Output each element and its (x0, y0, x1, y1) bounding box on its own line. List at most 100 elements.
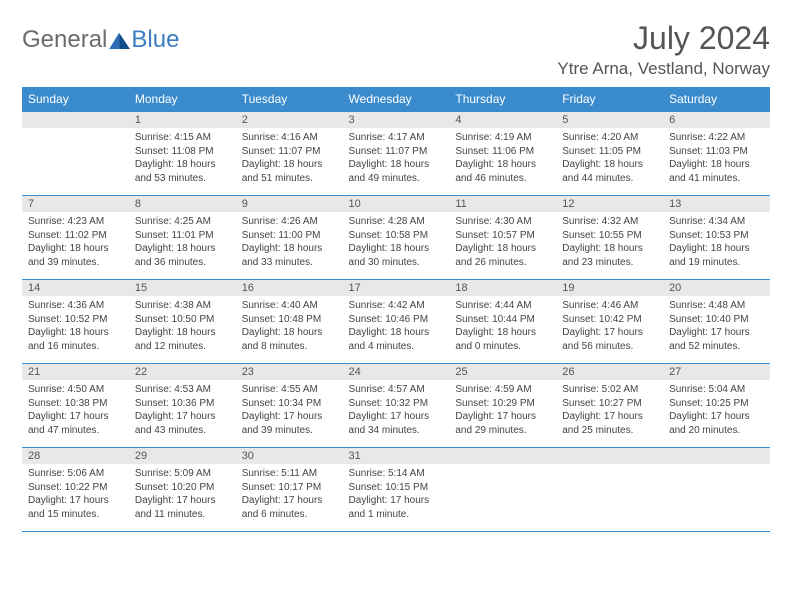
calendar-day-cell: 31Sunrise: 5:14 AMSunset: 10:15 PMDaylig… (343, 448, 450, 532)
day-details: Sunrise: 4:40 AMSunset: 10:48 PMDaylight… (236, 296, 343, 357)
calendar-day-cell: 3Sunrise: 4:17 AMSunset: 11:07 PMDayligh… (343, 112, 450, 196)
day-number: 31 (343, 448, 450, 464)
calendar-day-cell: 8Sunrise: 4:25 AMSunset: 11:01 PMDayligh… (129, 196, 236, 280)
day-number: 1 (129, 112, 236, 128)
day-details: Sunrise: 4:16 AMSunset: 11:07 PMDaylight… (236, 128, 343, 189)
day-details: Sunrise: 4:15 AMSunset: 11:08 PMDaylight… (129, 128, 236, 189)
calendar-week-row: 7Sunrise: 4:23 AMSunset: 11:02 PMDayligh… (22, 196, 770, 280)
day-details: Sunrise: 4:17 AMSunset: 11:07 PMDaylight… (343, 128, 450, 189)
calendar-day-cell: 1Sunrise: 4:15 AMSunset: 11:08 PMDayligh… (129, 112, 236, 196)
day-number: 18 (449, 280, 556, 296)
day-details: Sunrise: 4:44 AMSunset: 10:44 PMDaylight… (449, 296, 556, 357)
day-details: Sunrise: 4:34 AMSunset: 10:53 PMDaylight… (663, 212, 770, 273)
day-number: 8 (129, 196, 236, 212)
day-number (22, 112, 129, 128)
day-details: Sunrise: 4:50 AMSunset: 10:38 PMDaylight… (22, 380, 129, 441)
day-number: 20 (663, 280, 770, 296)
weekday-header: Friday (556, 87, 663, 112)
calendar-day-cell: 13Sunrise: 4:34 AMSunset: 10:53 PMDaylig… (663, 196, 770, 280)
day-number: 4 (449, 112, 556, 128)
day-number: 29 (129, 448, 236, 464)
day-number (556, 448, 663, 464)
calendar-day-cell (663, 448, 770, 532)
day-details: Sunrise: 4:55 AMSunset: 10:34 PMDaylight… (236, 380, 343, 441)
day-number: 6 (663, 112, 770, 128)
calendar-day-cell: 22Sunrise: 4:53 AMSunset: 10:36 PMDaylig… (129, 364, 236, 448)
day-number: 14 (22, 280, 129, 296)
calendar-grid: Sunday Monday Tuesday Wednesday Thursday… (22, 87, 770, 532)
day-details: Sunrise: 4:48 AMSunset: 10:40 PMDaylight… (663, 296, 770, 357)
day-details: Sunrise: 4:38 AMSunset: 10:50 PMDaylight… (129, 296, 236, 357)
logo-text-general: General (22, 26, 107, 54)
calendar-day-cell: 6Sunrise: 4:22 AMSunset: 11:03 PMDayligh… (663, 112, 770, 196)
weekday-header: Sunday (22, 87, 129, 112)
calendar-day-cell: 20Sunrise: 4:48 AMSunset: 10:40 PMDaylig… (663, 280, 770, 364)
calendar-day-cell: 27Sunrise: 5:04 AMSunset: 10:25 PMDaylig… (663, 364, 770, 448)
weekday-header: Tuesday (236, 87, 343, 112)
day-number: 16 (236, 280, 343, 296)
day-number: 2 (236, 112, 343, 128)
logo-text-blue: Blue (131, 26, 179, 54)
month-title: July 2024 (557, 20, 770, 57)
day-details (663, 464, 770, 471)
day-details: Sunrise: 4:32 AMSunset: 10:55 PMDaylight… (556, 212, 663, 273)
calendar-day-cell: 16Sunrise: 4:40 AMSunset: 10:48 PMDaylig… (236, 280, 343, 364)
calendar-day-cell: 18Sunrise: 4:44 AMSunset: 10:44 PMDaylig… (449, 280, 556, 364)
day-number: 9 (236, 196, 343, 212)
day-details: Sunrise: 4:53 AMSunset: 10:36 PMDaylight… (129, 380, 236, 441)
day-details: Sunrise: 4:26 AMSunset: 11:00 PMDaylight… (236, 212, 343, 273)
calendar-day-cell: 12Sunrise: 4:32 AMSunset: 10:55 PMDaylig… (556, 196, 663, 280)
day-details: Sunrise: 4:28 AMSunset: 10:58 PMDaylight… (343, 212, 450, 273)
day-details: Sunrise: 5:11 AMSunset: 10:17 PMDaylight… (236, 464, 343, 525)
day-details: Sunrise: 4:22 AMSunset: 11:03 PMDaylight… (663, 128, 770, 189)
calendar-day-cell: 25Sunrise: 4:59 AMSunset: 10:29 PMDaylig… (449, 364, 556, 448)
calendar-day-cell: 21Sunrise: 4:50 AMSunset: 10:38 PMDaylig… (22, 364, 129, 448)
calendar-day-cell: 4Sunrise: 4:19 AMSunset: 11:06 PMDayligh… (449, 112, 556, 196)
calendar-day-cell: 9Sunrise: 4:26 AMSunset: 11:00 PMDayligh… (236, 196, 343, 280)
day-details (449, 464, 556, 471)
calendar-day-cell (556, 448, 663, 532)
day-details: Sunrise: 4:36 AMSunset: 10:52 PMDaylight… (22, 296, 129, 357)
day-number: 15 (129, 280, 236, 296)
day-details: Sunrise: 5:14 AMSunset: 10:15 PMDaylight… (343, 464, 450, 525)
day-details: Sunrise: 4:23 AMSunset: 11:02 PMDaylight… (22, 212, 129, 273)
header: General Blue July 2024 Ytre Arna, Vestla… (22, 20, 770, 79)
day-details: Sunrise: 4:30 AMSunset: 10:57 PMDaylight… (449, 212, 556, 273)
weekday-header-row: Sunday Monday Tuesday Wednesday Thursday… (22, 87, 770, 112)
day-number: 19 (556, 280, 663, 296)
day-details: Sunrise: 5:06 AMSunset: 10:22 PMDaylight… (22, 464, 129, 525)
day-details (22, 128, 129, 135)
day-details: Sunrise: 4:57 AMSunset: 10:32 PMDaylight… (343, 380, 450, 441)
calendar-day-cell: 17Sunrise: 4:42 AMSunset: 10:46 PMDaylig… (343, 280, 450, 364)
day-number: 22 (129, 364, 236, 380)
weekday-header: Monday (129, 87, 236, 112)
weekday-header: Wednesday (343, 87, 450, 112)
weekday-header: Thursday (449, 87, 556, 112)
calendar-week-row: 14Sunrise: 4:36 AMSunset: 10:52 PMDaylig… (22, 280, 770, 364)
calendar-day-cell: 26Sunrise: 5:02 AMSunset: 10:27 PMDaylig… (556, 364, 663, 448)
day-details (556, 464, 663, 471)
calendar-day-cell: 28Sunrise: 5:06 AMSunset: 10:22 PMDaylig… (22, 448, 129, 532)
logo: General Blue (22, 26, 179, 54)
calendar-day-cell: 15Sunrise: 4:38 AMSunset: 10:50 PMDaylig… (129, 280, 236, 364)
day-number (663, 448, 770, 464)
day-number: 25 (449, 364, 556, 380)
day-number: 27 (663, 364, 770, 380)
day-details: Sunrise: 5:09 AMSunset: 10:20 PMDaylight… (129, 464, 236, 525)
location-subtitle: Ytre Arna, Vestland, Norway (557, 59, 770, 79)
day-number: 17 (343, 280, 450, 296)
calendar-week-row: 1Sunrise: 4:15 AMSunset: 11:08 PMDayligh… (22, 112, 770, 196)
calendar-week-row: 21Sunrise: 4:50 AMSunset: 10:38 PMDaylig… (22, 364, 770, 448)
calendar-day-cell (449, 448, 556, 532)
calendar-day-cell: 10Sunrise: 4:28 AMSunset: 10:58 PMDaylig… (343, 196, 450, 280)
day-number: 12 (556, 196, 663, 212)
day-details: Sunrise: 4:19 AMSunset: 11:06 PMDaylight… (449, 128, 556, 189)
day-number: 11 (449, 196, 556, 212)
day-number: 5 (556, 112, 663, 128)
calendar-day-cell: 23Sunrise: 4:55 AMSunset: 10:34 PMDaylig… (236, 364, 343, 448)
day-number: 7 (22, 196, 129, 212)
calendar-day-cell: 2Sunrise: 4:16 AMSunset: 11:07 PMDayligh… (236, 112, 343, 196)
calendar-week-row: 28Sunrise: 5:06 AMSunset: 10:22 PMDaylig… (22, 448, 770, 532)
weekday-header: Saturday (663, 87, 770, 112)
day-number: 24 (343, 364, 450, 380)
